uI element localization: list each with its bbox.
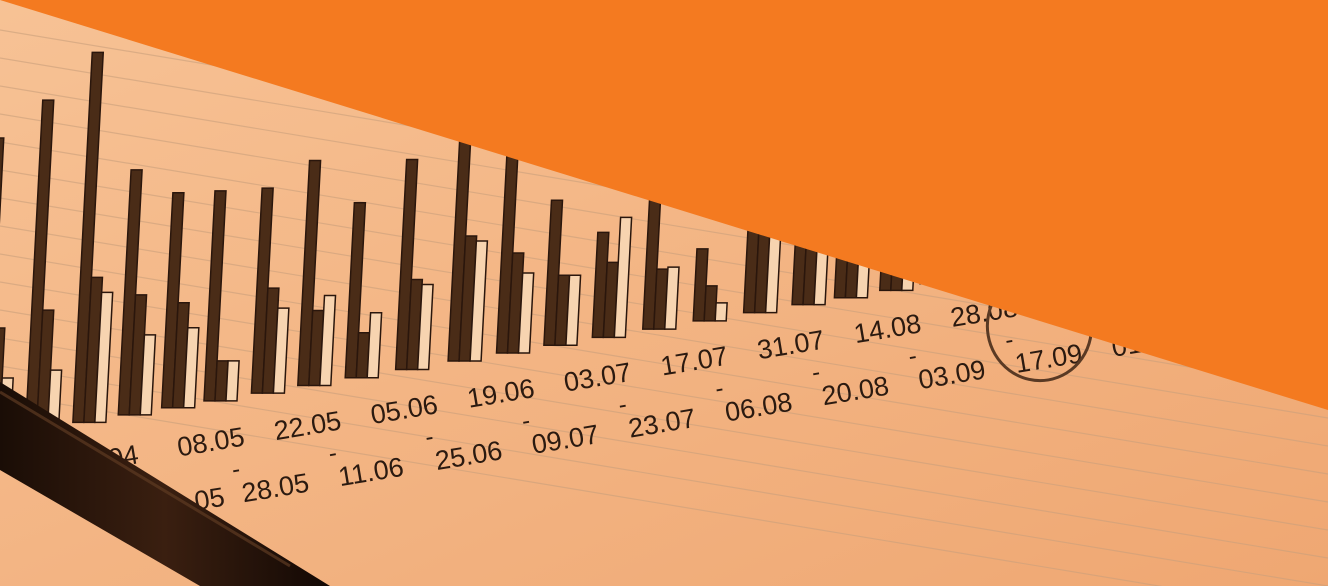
photo-bar — [1022, 229, 1037, 272]
photo-bar — [981, 231, 997, 278]
pen-highlight — [0, 390, 291, 568]
photo-bar — [1062, 228, 1077, 265]
photo-bar — [1143, 224, 1157, 252]
gridline — [0, 393, 1163, 586]
photo-bar — [366, 312, 383, 379]
photo-bar — [225, 360, 240, 402]
photo-bar — [1102, 226, 1117, 259]
photo-bar — [900, 234, 917, 292]
photo-bar — [855, 237, 872, 299]
photo-bar — [663, 266, 680, 330]
photo-bar — [941, 232, 957, 285]
pen — [0, 382, 330, 586]
photo-bar — [714, 302, 728, 322]
photo-bar — [1132, 229, 1146, 252]
